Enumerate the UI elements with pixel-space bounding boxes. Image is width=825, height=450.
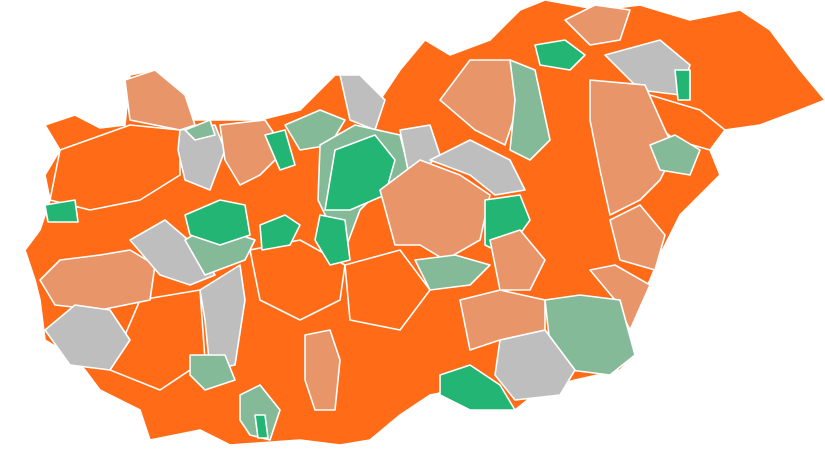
district-region-light-orange bbox=[124, 69, 196, 131]
district-region-orange bbox=[344, 249, 431, 331]
district-region-light-green bbox=[414, 254, 491, 291]
district-region-orange bbox=[249, 239, 346, 321]
district-region-light-green bbox=[189, 354, 236, 391]
district-region-green bbox=[534, 39, 586, 71]
district-region-light-green bbox=[649, 134, 701, 176]
district-region-light-orange bbox=[489, 229, 546, 291]
district-region-light-orange bbox=[609, 204, 666, 271]
district-region-green bbox=[324, 134, 396, 211]
district-region-green bbox=[44, 199, 79, 223]
district-region-gray bbox=[177, 124, 226, 191]
district-region-light-green bbox=[184, 119, 216, 141]
district-region-orange bbox=[49, 124, 181, 211]
district-region-green bbox=[254, 414, 269, 439]
district-region-gray bbox=[339, 74, 386, 131]
district-region-green bbox=[259, 214, 301, 251]
district-region-gray bbox=[44, 304, 131, 371]
district-region-light-orange bbox=[304, 329, 341, 411]
district-region-green bbox=[439, 364, 516, 411]
district-region-light-orange bbox=[564, 4, 631, 46]
district-region-light-green bbox=[239, 384, 281, 441]
district-regions bbox=[24, 0, 825, 446]
district-region-green bbox=[184, 199, 251, 246]
district-region-light-orange bbox=[589, 264, 651, 331]
district-region-light-green bbox=[509, 59, 551, 161]
district-region-light-orange bbox=[589, 79, 676, 216]
district-region-green bbox=[674, 69, 691, 101]
district-region-green bbox=[264, 129, 296, 171]
district-region-gray bbox=[199, 264, 246, 371]
district-region-gray bbox=[129, 219, 216, 286]
district-region-gray bbox=[429, 139, 526, 196]
district-region-green bbox=[314, 214, 351, 266]
district-region-light-orange bbox=[379, 159, 491, 261]
